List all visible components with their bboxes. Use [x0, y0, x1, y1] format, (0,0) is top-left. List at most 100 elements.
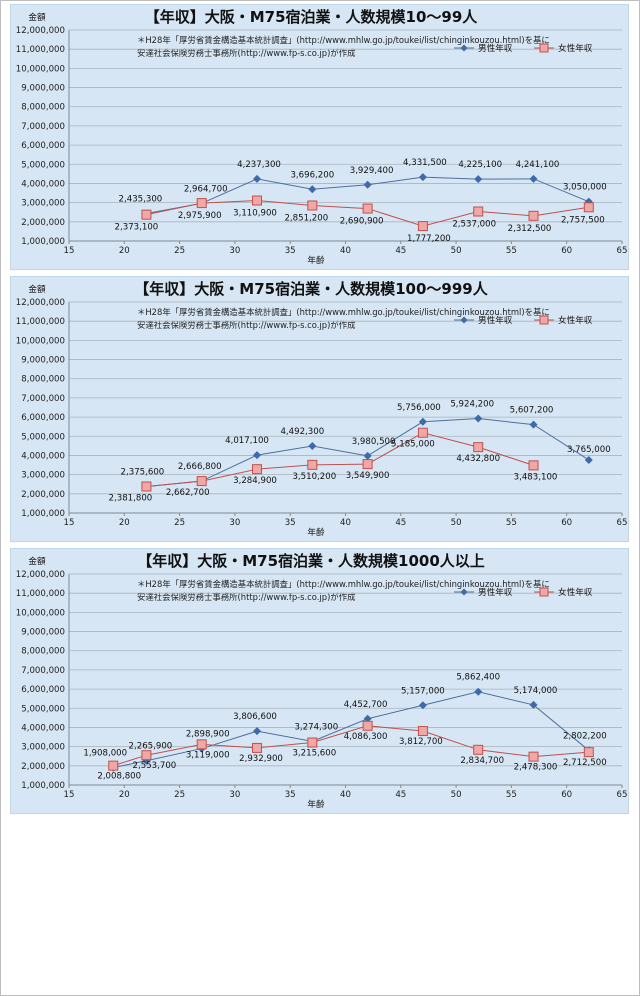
x-tick-label: 30	[229, 518, 240, 528]
legend-marker-diamond	[460, 316, 468, 324]
x-tick-label: 35	[285, 518, 296, 528]
x-tick-label: 60	[561, 518, 572, 528]
data-point	[307, 737, 318, 748]
data-label: 2,537,000	[452, 220, 496, 230]
chart-panel-2: 【年収】大阪・M75宿泊業・人数規模100～999人 ＊H28年「厚労省賃金構造基…	[10, 276, 629, 542]
data-point	[418, 173, 427, 182]
data-label: 4,017,100	[225, 436, 269, 446]
data-label: 2,478,300	[514, 763, 558, 773]
series-line	[113, 725, 589, 767]
data-label: 3,812,700	[399, 737, 443, 747]
source-note-line1: ＊H28年「厚労省賃金構造基本統計調査」(http://www.mhlw.go.…	[137, 35, 550, 45]
data-label: 3,549,900	[346, 471, 390, 481]
data-label: 5,862,400	[456, 673, 500, 683]
data-label: 5,157,000	[401, 686, 445, 696]
data-label: 2,834,700	[460, 756, 504, 766]
data-point	[528, 751, 539, 762]
legend-label: 男性年収	[478, 42, 513, 54]
data-label: 3,050,000	[563, 183, 607, 193]
y-tick-label: 11,000,000	[16, 317, 65, 327]
y-tick-label: 10,000,000	[16, 608, 65, 618]
legend-label: 女性年収	[558, 314, 593, 326]
y-axis-label: 金額	[28, 11, 46, 23]
data-point	[141, 750, 152, 761]
data-point	[253, 451, 262, 460]
y-tick-label: 1,000,000	[21, 509, 65, 519]
data-label: 4,492,300	[280, 427, 324, 437]
y-tick-label: 12,000,000	[16, 26, 65, 36]
series-female	[141, 195, 594, 232]
legend-marker-square	[539, 43, 549, 53]
data-label: 3,284,900	[233, 476, 277, 486]
data-label: 4,086,300	[344, 732, 388, 742]
source-note-line2: 安達社会保険労務士事務所(http://www.fp-s.co.jp)が作成	[137, 320, 356, 330]
x-tick-label: 30	[229, 246, 240, 256]
data-label: 4,432,800	[456, 454, 500, 464]
data-label: 2,712,500	[563, 758, 607, 768]
y-tick-label: 6,000,000	[21, 413, 65, 423]
x-tick-label: 20	[119, 518, 130, 528]
data-label: 4,331,500	[403, 158, 447, 168]
y-tick-label: 6,000,000	[21, 141, 65, 151]
y-tick-label: 7,000,000	[21, 394, 65, 404]
source-note-line2: 安達社会保険労務士事務所(http://www.fp-s.co.jp)が作成	[137, 592, 356, 602]
series-line	[146, 432, 534, 487]
x-tick-label: 30	[229, 790, 240, 800]
data-point	[417, 726, 428, 737]
x-tick-label: 55	[506, 246, 517, 256]
x-axis-label: 年齢	[307, 526, 325, 538]
x-tick-label: 20	[119, 246, 130, 256]
data-label: 3,510,200	[292, 472, 336, 482]
data-label: 2,265,900	[129, 742, 173, 752]
data-label: 2,975,900	[178, 211, 222, 221]
x-tick-label: 55	[506, 790, 517, 800]
y-tick-label: 10,000,000	[16, 64, 65, 74]
y-tick-label: 5,000,000	[21, 704, 65, 714]
y-tick-label: 11,000,000	[16, 589, 65, 599]
series-female	[108, 720, 594, 771]
y-tick-label: 12,000,000	[16, 298, 65, 308]
data-label: 1,777,200	[407, 234, 451, 244]
source-note-line1: ＊H28年「厚労省賃金構造基本統計調査」(http://www.mhlw.go.…	[137, 579, 550, 589]
y-tick-label: 9,000,000	[21, 84, 65, 94]
data-point	[141, 481, 152, 492]
data-point	[196, 476, 207, 487]
source-note-line1: ＊H28年「厚労省賃金構造基本統計調査」(http://www.mhlw.go.…	[137, 307, 550, 317]
data-label: 2,898,900	[186, 730, 230, 740]
data-label: 5,924,200	[450, 400, 494, 410]
data-point	[529, 700, 538, 709]
data-label: 5,756,000	[397, 403, 441, 413]
data-label: 4,237,300	[237, 160, 281, 170]
x-tick-label: 25	[174, 246, 185, 256]
x-tick-label: 40	[340, 518, 351, 528]
y-tick-label: 12,000,000	[16, 570, 65, 580]
data-point	[252, 464, 263, 475]
y-tick-label: 2,000,000	[21, 762, 65, 772]
legend-label: 女性年収	[558, 586, 593, 598]
x-tick-label: 45	[395, 518, 406, 528]
x-tick-label: 15	[64, 246, 75, 256]
data-point	[529, 174, 538, 183]
x-tick-label: 25	[174, 518, 185, 528]
data-point	[308, 442, 317, 451]
y-tick-label: 1,000,000	[21, 237, 65, 247]
legend-label: 男性年収	[478, 586, 513, 598]
data-label: 2,666,800	[178, 462, 222, 472]
data-label: 5,174,000	[514, 686, 558, 696]
y-tick-label: 7,000,000	[21, 666, 65, 676]
data-point	[474, 175, 483, 184]
legend-label: 女性年収	[558, 42, 593, 54]
legend: 男性年収 女性年収	[454, 42, 593, 54]
y-tick-label: 8,000,000	[21, 647, 65, 657]
data-point	[473, 744, 484, 755]
data-point	[363, 180, 372, 189]
data-point	[363, 451, 372, 460]
legend-label: 男性年収	[478, 314, 513, 326]
data-point	[473, 442, 484, 453]
chart-panel-1: 【年収】大阪・M75宿泊業・人数規模10～99人 ＊H28年「厚労省賃金構造基本統…	[10, 4, 629, 270]
x-axis-label: 年齢	[307, 254, 325, 266]
y-tick-label: 4,000,000	[21, 451, 65, 461]
y-tick-label: 2,000,000	[21, 490, 65, 500]
data-point	[583, 202, 594, 213]
